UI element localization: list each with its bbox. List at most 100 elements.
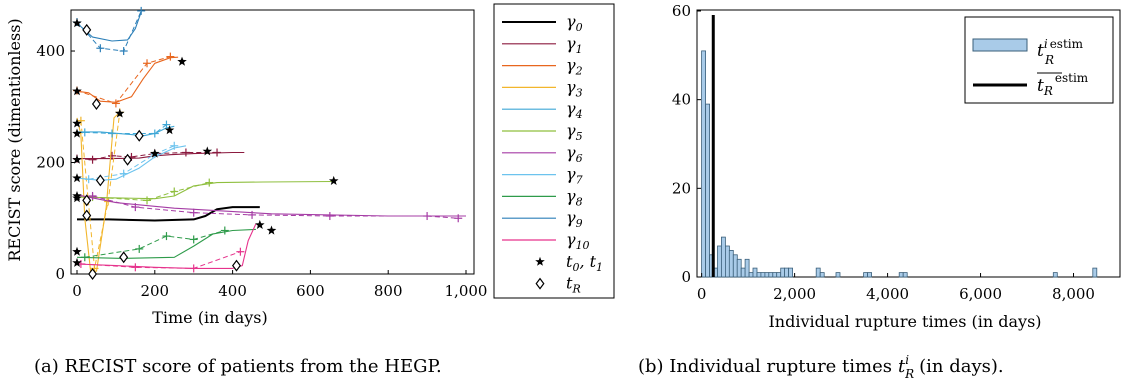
t0-t1-marker — [177, 56, 187, 66]
series-fit-γ4 — [77, 125, 175, 137]
histogram-bar — [752, 267, 758, 278]
right-y-tick-label: 40 — [672, 91, 691, 109]
t0-t1-marker — [329, 175, 339, 185]
left-x-tick-label: 1,000 — [445, 282, 488, 300]
series-fit-γ0 — [77, 206, 260, 222]
histogram-bar — [898, 272, 904, 278]
series-obs-point-γ3 — [76, 116, 85, 125]
series-fit-γ2 — [76, 56, 179, 103]
histogram-bar — [764, 272, 770, 278]
series-obs-point-γ2 — [143, 59, 152, 68]
series-obs-point-γ1 — [181, 148, 190, 157]
histogram-bar — [819, 272, 825, 278]
left-x-ticks: 0 200 400 600 800 1,000 — [72, 270, 487, 300]
series-obs-point-γ1 — [108, 151, 117, 160]
series-obs-point-γ8 — [220, 226, 229, 235]
histogram-bar — [867, 272, 872, 278]
histogram-bar — [815, 267, 821, 278]
histogram-bar — [902, 272, 908, 278]
series-obs-point-γ8 — [80, 253, 89, 262]
tR-marker — [88, 268, 98, 280]
tR-marker — [119, 251, 129, 264]
right-x-tick-label: 6,000 — [959, 285, 1002, 303]
histogram-bar — [863, 272, 868, 278]
series-fit-γ5 — [76, 180, 334, 200]
series-obs-point-γ4 — [150, 129, 159, 138]
histogram-bar — [1092, 267, 1098, 278]
histogram-bar — [701, 50, 706, 278]
series-obs-point-γ2 — [111, 99, 120, 108]
series-obs-line-γ3 — [80, 112, 121, 269]
right-chart: 0 2,000 4,000 6,000 8,000 0 20 40 60 Individual… — [638, 2, 1121, 381]
left-plot-frame — [70, 9, 475, 275]
left-x-tick-label: 400 — [218, 282, 247, 300]
series-obs-point-γ4 — [162, 120, 171, 129]
series-obs-point-γ9 — [119, 47, 128, 56]
histogram-bar — [788, 267, 793, 278]
series-obs-line-γ10 — [80, 251, 241, 269]
left-x-tick-label: 600 — [296, 282, 325, 300]
histogram-bar — [725, 245, 730, 278]
series-obs-point-γ6 — [248, 210, 257, 219]
series-obs-point-γ4 — [108, 129, 117, 138]
left-y-tick-label: 400 — [36, 42, 65, 60]
t0-t1-marker — [266, 225, 277, 235]
series-obs-point-γ6 — [189, 208, 198, 217]
right-x-axis-label: Individual rupture times (in days) — [768, 312, 1041, 331]
series-obs-point-γ9 — [137, 6, 146, 15]
series-obs-line-γ4 — [84, 124, 167, 134]
right-y-tick-label: 60 — [672, 2, 691, 20]
series-obs-point-γ1 — [213, 148, 222, 157]
series-obs-point-γ5 — [205, 178, 214, 187]
t0-t1-marker — [72, 257, 82, 267]
t0-t1-marker — [164, 125, 175, 135]
histogram-bar — [732, 254, 738, 278]
histogram-bar — [780, 267, 786, 278]
series-obs-point-γ5 — [143, 196, 152, 205]
right-x-tick-label: 4,000 — [866, 285, 909, 303]
t0-t1-marker — [72, 118, 82, 128]
series-obs-point-γ6 — [131, 203, 140, 212]
t0-t1-marker — [72, 154, 82, 164]
right-y-tick-label: 0 — [681, 268, 691, 286]
left-y-tick-label: 0 — [55, 265, 65, 283]
legend-star-icon — [535, 256, 545, 266]
series-obs-point-γ6 — [423, 212, 432, 221]
left-x-tick-label: 800 — [374, 282, 403, 300]
tR-marker — [123, 153, 133, 166]
tR-marker — [82, 209, 92, 222]
series-obs-point-γ6 — [325, 212, 334, 221]
t0-t1-marker — [255, 219, 265, 229]
series-obs-point-γ6 — [88, 191, 97, 200]
right-plot-frame — [696, 9, 1121, 278]
series-obs-point-γ10 — [189, 264, 198, 273]
histogram-bar — [1052, 272, 1058, 278]
series-obs-point-γ8 — [162, 232, 171, 241]
series-fit-γ6 — [76, 194, 466, 217]
series-obs-point-γ7 — [119, 169, 128, 178]
histogram-bar — [744, 258, 750, 278]
t0-t1-marker — [72, 128, 82, 138]
series-obs-line-γ2 — [76, 56, 171, 104]
left-y-ticks: 0 200 400 — [36, 42, 75, 283]
series-obs-point-γ7 — [84, 175, 93, 184]
right-y-tick-label: 20 — [672, 179, 691, 197]
tR-marker — [134, 129, 144, 142]
t0-t1-marker — [72, 193, 82, 203]
series-fit-γ9 — [76, 11, 142, 42]
histogram-bars — [701, 50, 1098, 278]
left-chart: 0 200 400 600 800 1,000 0 200 400 Time (in days… — [5, 3, 615, 377]
series-obs-point-γ8 — [135, 244, 144, 253]
left-series-group — [72, 6, 466, 280]
t0-t1-marker — [72, 173, 82, 183]
left-x-tick-label: 200 — [140, 282, 169, 300]
tR-marker — [231, 259, 241, 272]
histogram-bar — [717, 245, 722, 278]
series-obs-line-γ9 — [76, 10, 142, 52]
right-x-tick-label: 8,000 — [1052, 285, 1095, 303]
t0-t1-marker — [72, 86, 82, 96]
histogram-bar — [728, 249, 734, 278]
right-legend — [964, 16, 1114, 104]
legend-diamond-icon — [535, 277, 545, 290]
